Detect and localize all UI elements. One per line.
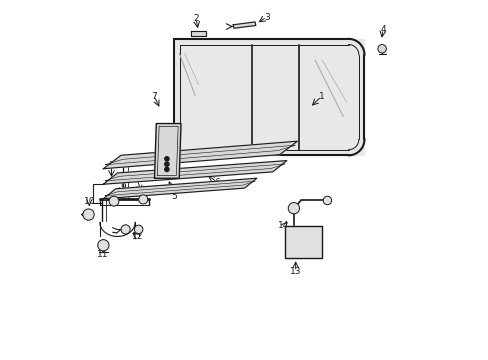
Circle shape — [164, 162, 169, 166]
Circle shape — [121, 225, 130, 234]
Text: 1: 1 — [318, 92, 324, 101]
Text: 11: 11 — [96, 249, 108, 258]
Polygon shape — [233, 22, 255, 28]
Polygon shape — [285, 226, 322, 258]
Polygon shape — [103, 161, 286, 184]
Text: 2: 2 — [193, 14, 199, 23]
Text: 13: 13 — [289, 267, 301, 276]
Text: 14: 14 — [278, 221, 289, 230]
Text: 4: 4 — [380, 24, 385, 33]
Circle shape — [134, 225, 142, 234]
Polygon shape — [174, 39, 364, 155]
Circle shape — [377, 45, 386, 53]
Text: 9: 9 — [120, 183, 125, 192]
Text: 10: 10 — [83, 197, 95, 206]
Circle shape — [164, 157, 169, 161]
Circle shape — [83, 209, 94, 220]
Polygon shape — [103, 178, 256, 199]
Text: 12: 12 — [131, 232, 142, 241]
Circle shape — [109, 196, 119, 206]
Circle shape — [98, 240, 109, 251]
Circle shape — [164, 167, 169, 171]
Circle shape — [139, 195, 147, 204]
Text: 6: 6 — [214, 177, 220, 186]
Text: 3: 3 — [264, 13, 269, 22]
Polygon shape — [190, 31, 205, 36]
Polygon shape — [103, 141, 297, 169]
Text: 7: 7 — [151, 91, 157, 100]
Circle shape — [323, 196, 331, 205]
Polygon shape — [154, 123, 181, 178]
Text: 11: 11 — [131, 175, 142, 184]
Text: 8: 8 — [108, 161, 114, 170]
Text: 5: 5 — [171, 193, 177, 202]
Circle shape — [287, 203, 299, 214]
